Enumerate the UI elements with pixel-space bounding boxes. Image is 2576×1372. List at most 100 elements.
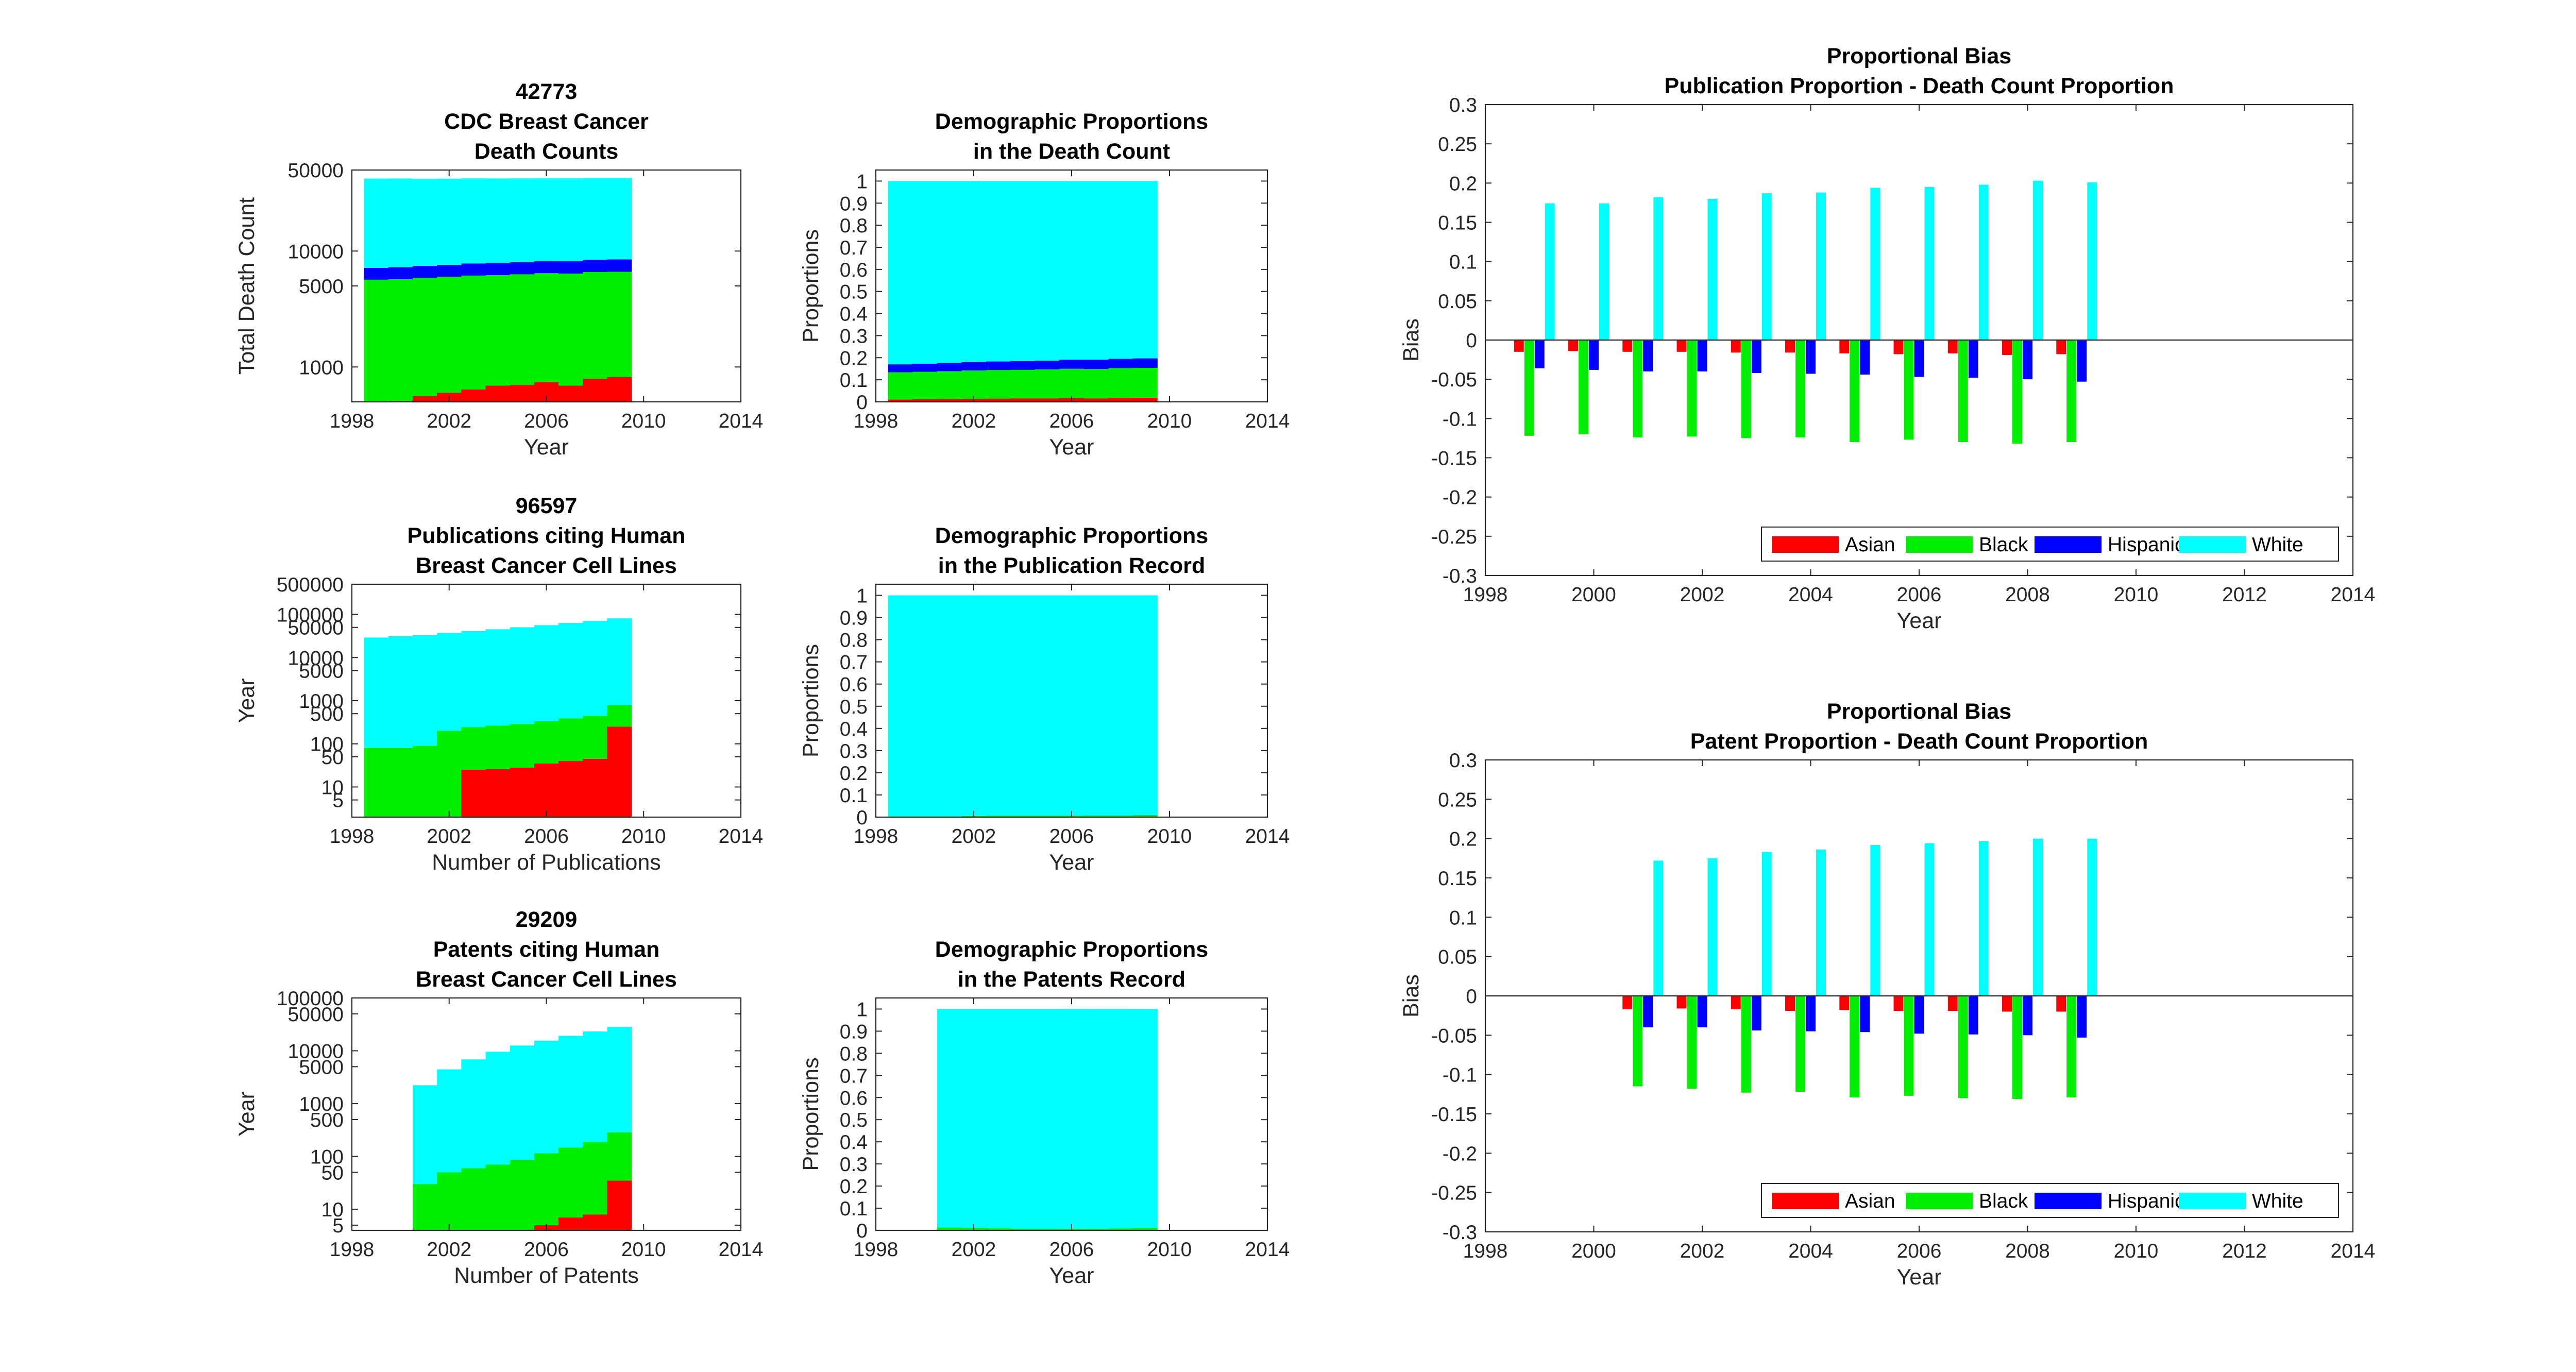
segment-black-2000 (388, 748, 413, 817)
segment-black-2006 (534, 1153, 559, 1226)
bar-white-2004 (1816, 850, 1826, 996)
segment-white-2008 (583, 178, 608, 260)
y-tick-label: 10 (321, 1199, 344, 1221)
segment-black-2008 (583, 272, 608, 379)
x-tick-label: 2004 (1788, 1240, 1833, 1262)
bar-white-2008 (2033, 180, 2043, 340)
x-tick-label: 2014 (2331, 584, 2376, 606)
x-tick-label: 2010 (621, 410, 666, 432)
y-tick-label: -0.05 (1431, 1025, 1477, 1047)
y-tick-label: 0.4 (840, 1131, 868, 1154)
segment-black-2001 (412, 746, 437, 817)
segment-asian-2008 (583, 379, 608, 402)
segment-black-2009 (1132, 368, 1158, 398)
segment-black-2001 (412, 278, 437, 396)
y-tick-label: 0 (856, 807, 868, 829)
segment-black-2003 (461, 1168, 486, 1230)
segment-white-2002 (437, 1069, 462, 1173)
segment-white-2005 (1035, 595, 1060, 816)
bar-black-2009 (2066, 996, 2077, 1097)
segment-white-1999 (364, 178, 389, 268)
bar-hispanic-2001 (1643, 996, 1653, 1028)
x-tick-label: 2014 (719, 1239, 764, 1261)
bar-black-2002 (1687, 996, 1697, 1089)
x-tick-label: 2006 (524, 410, 569, 432)
chart-7: 1998 2000 2002 2004 2006 2008 2010 2012 2014-0.3… (1399, 44, 2375, 633)
segment-black-2003 (986, 816, 1011, 817)
y-tick-label: 0.3 (1449, 750, 1477, 772)
segment-hispanic-2007 (1083, 360, 1109, 369)
segment-black-2009 (1132, 1228, 1158, 1230)
bar-white-2005 (1870, 188, 1880, 340)
x-tick-label: 2010 (1147, 1239, 1192, 1261)
segment-white-2007 (1083, 595, 1109, 816)
segment-black-2002 (437, 731, 462, 817)
bar-black-2003 (1741, 340, 1751, 438)
y-tick-label: 5000 (299, 1056, 344, 1078)
segment-white-2000 (912, 181, 938, 364)
data-marks (888, 181, 1158, 402)
legend-swatch-white (2179, 536, 2246, 553)
y-tick-label: 0 (1466, 986, 1477, 1008)
segment-asian-2004 (485, 769, 511, 817)
y-tick-label: 0.6 (840, 1087, 868, 1109)
chart-title-line: Patents citing Human (433, 937, 660, 962)
segment-black-1999 (888, 372, 913, 400)
segment-hispanic-2000 (388, 267, 413, 280)
x-axis: 1998 2002 2006 2010 2014 (854, 170, 1290, 432)
segment-black-2009 (607, 705, 632, 727)
bar-white-2003 (1761, 193, 1772, 340)
y-axis: 00.10.20.30.40.50.60.70.80.91 (840, 171, 1267, 414)
bar-asian-2001 (1622, 340, 1633, 352)
segment-white-2005 (1035, 1009, 1060, 1229)
chart-title-line: Patent Proportion - Death Count Proporti… (1690, 729, 2148, 754)
x-tick-label: 2006 (524, 1239, 569, 1261)
x-axis: 1998 2000 2002 2004 2006 2008 2010 2012 2014 (1463, 760, 2375, 1262)
segment-hispanic-2006 (534, 261, 559, 274)
segment-hispanic-1999 (364, 267, 389, 280)
y-tick-label: 50 (321, 747, 344, 769)
y-tick-label: 5000 (299, 276, 344, 298)
bar-white-2009 (2087, 182, 2097, 340)
segment-white-2007 (558, 1036, 583, 1148)
legend-swatch-black (1906, 536, 1973, 553)
bar-hispanic-2000 (1589, 340, 1599, 370)
segment-black-2008 (583, 1142, 608, 1215)
segment-hispanic-2004 (485, 263, 511, 276)
segment-asian-2000 (912, 399, 938, 402)
chart-6: 1998 2002 2006 2010 201400.10.20.30.40.50.60… (799, 937, 1290, 1288)
y-tick-label: 5000 (299, 660, 344, 682)
chart-title-line: Death Counts (474, 139, 619, 164)
bar-hispanic-2004 (1806, 340, 1816, 374)
x-tick-label: 2014 (719, 410, 764, 432)
y-tick-label: 0.05 (1438, 946, 1477, 969)
bar-hispanic-2002 (1697, 996, 1707, 1028)
chart-3: 1998 2002 2006 2010 201451050100500100050001… (234, 494, 763, 875)
bar-hispanic-2003 (1751, 340, 1761, 373)
segment-asian-2009 (1132, 397, 1158, 402)
y-tick-label: -0.3 (1443, 1222, 1477, 1244)
segment-black-2007 (1083, 369, 1109, 399)
x-tick-label: 2014 (1245, 825, 1290, 848)
segment-white-2002 (437, 633, 462, 731)
x-axis: 1998 2002 2006 2010 2014 (854, 998, 1290, 1261)
x-axis: 1998 2000 2002 2004 2006 2008 2010 2012 2014 (1463, 105, 2376, 606)
x-tick-label: 1998 (330, 410, 375, 432)
x-tick-label: 1998 (1463, 584, 1508, 606)
y-tick-label: 0.7 (840, 1065, 868, 1087)
legend-swatch-asian (1772, 1193, 1839, 1209)
data-marks (364, 618, 632, 817)
x-axis: 1998 2002 2006 2010 2014 (330, 584, 763, 848)
segment-white-2009 (607, 1027, 632, 1132)
y-tick-label: 1 (856, 171, 868, 193)
y-tick-label: -0.1 (1443, 408, 1477, 430)
chart-title-line: Proportional Bias (1827, 44, 2011, 69)
y-tick-label: 0 (856, 1220, 868, 1242)
segment-black-2008 (1108, 815, 1133, 817)
bar-white-2000 (1599, 203, 1609, 340)
y-tick-label: 5 (332, 790, 344, 812)
bar-black-2005 (1850, 996, 1860, 1097)
segment-white-2007 (558, 178, 583, 262)
y-tick-label: 0.15 (1438, 868, 1477, 890)
